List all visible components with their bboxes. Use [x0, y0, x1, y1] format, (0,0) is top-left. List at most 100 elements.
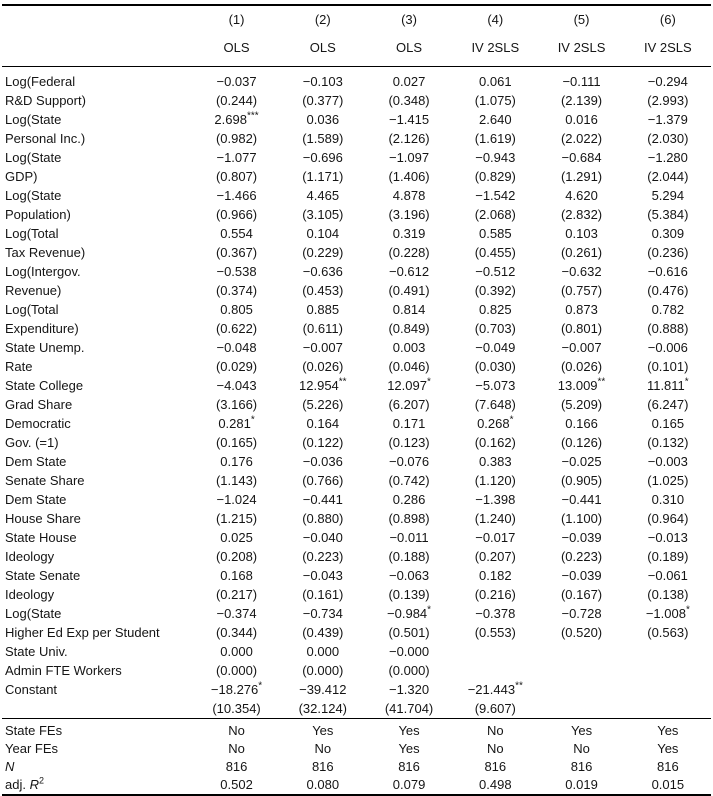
column-number: (3) — [401, 12, 417, 27]
table-cell: (6.207) — [388, 397, 430, 412]
table-row: Log(Total 0.805 0.885 0.814 0.825 0.873 0.782 — [2, 300, 711, 319]
row-label: Log(State — [5, 188, 62, 203]
table-row: Tax Revenue) (0.367) (0.229) (0.228) (0.455)… — [2, 243, 711, 262]
table-cell: (0.026) — [302, 359, 344, 374]
table-cell: (1.291) — [560, 169, 603, 184]
row-label: Tax Revenue) — [5, 245, 86, 260]
table-cell: (1.143) — [215, 473, 258, 488]
table-cell: 0.000 — [306, 644, 340, 659]
table-row: State FEs No Yes Yes No Yes Yes — [2, 718, 711, 740]
table-cell: Yes — [398, 741, 420, 756]
table-row: Rate (0.029) (0.026) (0.046) (0.030) (0.026) (… — [2, 357, 711, 376]
table-cell: (5.226) — [302, 397, 344, 412]
table-cell — [538, 661, 624, 680]
table-cell: 0.000 — [220, 644, 253, 659]
table-cell: −1.097 — [388, 150, 430, 165]
table-cell: (1.215) — [215, 511, 258, 526]
table-cell: (1.589) — [302, 131, 344, 146]
table-cell: (32.124) — [298, 701, 347, 716]
table-cell: −0.037 — [216, 74, 257, 89]
column-number: (5) — [573, 12, 590, 27]
table-cell: 0.383 — [479, 454, 512, 469]
table-cell: 0.003 — [392, 340, 426, 355]
table-row: House Share (1.215) (0.880) (0.898) (1.240) (… — [2, 509, 711, 528]
row-label: Log(Total — [5, 226, 59, 241]
table-cell: −0.374 — [216, 606, 257, 621]
table-cell: −0.984* — [387, 604, 432, 621]
table-cell: (0.742) — [388, 473, 430, 488]
significance-stars: ** — [338, 376, 347, 388]
row-label: Ideology — [5, 549, 55, 564]
table-cell: Yes — [365, 718, 453, 740]
table-cell: 0.104 — [306, 226, 340, 241]
table-cell: (3.196) — [388, 207, 430, 222]
row-label: State Unemp. — [5, 340, 85, 355]
table-row: Log(Intergov. −0.538 −0.636 −0.612 −0.512 −0.… — [2, 262, 711, 281]
table-cell: (0.165) — [215, 435, 258, 450]
table-cell: 0.814 — [392, 302, 426, 317]
row-label: Expenditure) — [5, 321, 79, 336]
table-cell — [625, 642, 711, 661]
table-cell: (5.384) — [647, 207, 689, 222]
significance-stars: * — [427, 604, 432, 616]
table-cell: (0.217) — [215, 587, 258, 602]
row-label: Ideology — [5, 587, 55, 602]
table-cell: 5.294 — [651, 188, 685, 203]
table-cell: (0.000) — [388, 663, 430, 678]
table-cell: (0.880) — [302, 511, 344, 526]
table-row: Constant −18.276* −39.412 −1.320 −21.443** — [2, 680, 711, 699]
table-cell: 12.954** — [299, 376, 347, 393]
table-header: (1) (2) (3) (4) (5) (6) OLS OLS OLS IV 2SLS IV 2S… — [2, 5, 711, 67]
table-row: (10.354) (32.124) (41.704) (9.607) — [2, 699, 711, 719]
table-cell: (0.905) — [560, 473, 603, 488]
table-cell: −0.684 — [561, 150, 602, 165]
table-cell: −0.441 — [302, 492, 343, 507]
table-cell: 0.166 — [565, 416, 598, 431]
row-label: Revenue) — [5, 283, 62, 298]
table-cell: (0.982) — [215, 131, 258, 146]
table-cell — [452, 661, 538, 680]
table-cell: 816 — [570, 759, 593, 774]
table-cell: 816 — [656, 759, 679, 774]
table-cell: (0.766) — [302, 473, 344, 488]
row-label: Log(Total — [5, 302, 59, 317]
table-cell: −0.011 — [389, 530, 429, 545]
table-cell: (7.648) — [474, 397, 516, 412]
table-cell: (0.377) — [302, 93, 344, 108]
table-cell: No — [228, 741, 245, 756]
table-cell: (5.209) — [560, 397, 603, 412]
significance-stars: * — [509, 414, 514, 426]
table-cell: (1.240) — [474, 511, 516, 526]
table-cell: (0.888) — [647, 321, 689, 336]
table-cell: −5.073 — [475, 378, 516, 393]
row-label-part: 2 — [38, 775, 44, 786]
table-cell: (1.120) — [474, 473, 516, 488]
table-cell: −0.049 — [475, 340, 516, 355]
table-cell: (0.132) — [647, 435, 689, 450]
table-row: Population) (0.966) (3.105) (3.196) (2.068) (… — [2, 205, 711, 224]
table-cell: −1.542 — [475, 188, 516, 203]
table-cell: 13.009** — [557, 376, 606, 393]
table-cell: Yes — [657, 741, 679, 756]
table-row: Revenue) (0.374) (0.453) (0.491) (0.392) (0.7… — [2, 281, 711, 300]
table-cell: 0.286 — [392, 492, 426, 507]
table-cell: −0.943 — [475, 150, 516, 165]
table-cell: (0.029) — [215, 359, 258, 374]
table-cell: 0.025 — [220, 530, 253, 545]
table-cell: 0.310 — [651, 492, 685, 507]
table-cell: 0.498 — [479, 777, 512, 792]
column-number: (4) — [487, 12, 504, 27]
table-cell: (9.607) — [474, 701, 516, 716]
significance-stars: * — [258, 680, 263, 692]
table-cell: (0.161) — [302, 587, 344, 602]
table-cell: (0.223) — [560, 549, 603, 564]
row-label-part: R — [29, 777, 39, 792]
row-label: Gov. (=1) — [5, 435, 59, 450]
table-cell: (0.501) — [388, 625, 430, 640]
row-label: State Univ. — [5, 644, 68, 659]
table-cell: (10.354) — [212, 701, 261, 716]
row-label: Constant — [5, 682, 58, 697]
table-cell: (2.832) — [560, 207, 603, 222]
table-cell: 0.585 — [479, 226, 512, 241]
table-cell: (1.406) — [388, 169, 430, 184]
